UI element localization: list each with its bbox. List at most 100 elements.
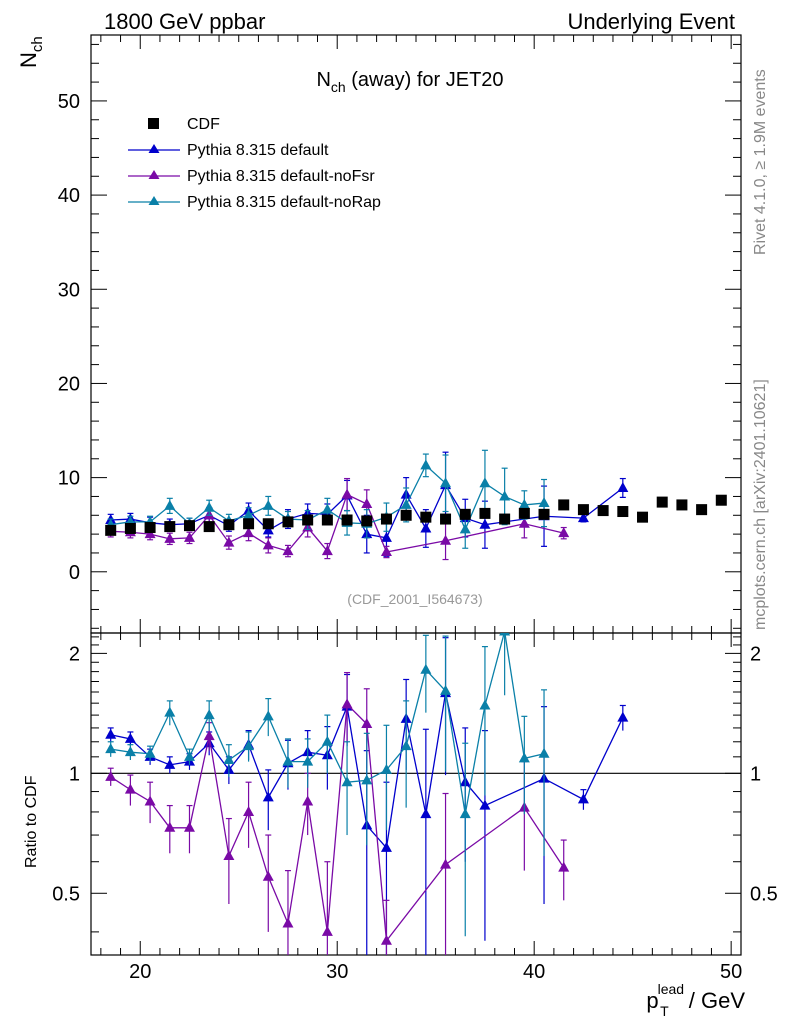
ratio-point-noFsr [321,925,333,936]
y-tick-label: 10 [58,468,80,490]
data-point-cdf [164,521,176,533]
data-point-cdf [538,508,550,520]
ratio-point-noRap [282,755,294,766]
legend-label-default: Pythia 8.315 default [187,142,329,159]
point-default [420,522,432,533]
ratio-point-noFsr [124,783,136,794]
data-point-cdf [440,513,452,525]
data-point-cdf [459,508,471,520]
y-tick-label: 20 [58,373,80,395]
point-default [380,531,392,542]
ratio-point-noFsr [262,870,274,881]
x-tick-label: 40 [523,961,545,983]
y-tick-label: 30 [58,279,80,301]
header-right: Underlying Event [567,9,735,34]
data-point-cdf [499,513,511,525]
y-tick-label: 50 [58,91,80,113]
legend-marker-norap [148,196,160,205]
side-label-top: Rivet 4.1.0, ≥ 1.9M events [752,69,769,255]
header-left: 1800 GeV ppbar [104,9,265,34]
legend-label-cdf: CDF [187,116,220,133]
ratio-y-tick-label-right: 1 [750,763,761,785]
ratio-point-noFsr [203,730,215,741]
point-noFsr [262,539,274,550]
ratio-point-noRap [341,776,353,787]
legend-marker-cdf [148,118,159,129]
ratio-point-default [105,728,117,739]
plot-title: Nch (away) for JET20 [316,69,503,95]
ratio-point-noRap [361,774,373,785]
data-point-cdf [105,524,117,536]
ratio-point-default [577,793,589,804]
x-tick-label: 50 [720,961,742,983]
data-point-cdf [124,522,136,534]
data-point-cdf [243,518,255,530]
point-noFsr [223,536,235,547]
data-point-cdf [617,506,629,518]
point-noRap [400,498,412,509]
data-point-cdf [637,511,649,523]
legend: CDF Pythia 8.315 default Pythia 8.315 de… [128,116,381,211]
point-noFsr [518,517,530,528]
ratio-point-noRap [124,746,136,757]
point-noFsr [282,545,294,556]
y-tick-label: 0 [69,562,80,584]
ratio-point-noRap [183,750,195,761]
point-noFsr [440,534,452,545]
point-noRap [440,477,452,488]
point-noRap [262,499,274,510]
ratio-point-noRap [144,747,156,758]
point-noRap [459,523,471,534]
ratio-point-noFsr [558,861,570,872]
data-point-cdf [577,504,589,516]
point-noRap [321,503,333,514]
ratio-y-axis-label: Ratio to CDF [23,775,40,868]
point-noRap [203,501,215,512]
data-point-cdf [676,499,688,511]
ratio-point-default [420,808,432,819]
point-noRap [479,477,491,488]
legend-label-nofsr: Pythia 8.315 default-noFsr [187,168,375,185]
x-axis-label: plead T / GeV [646,981,745,1019]
ratio-point-noRap [479,699,491,710]
data-point-cdf [400,509,412,521]
data-point-cdf [361,515,373,527]
ratio-point-noFsr [183,821,195,832]
data-point-cdf [558,499,570,511]
point-noRap [518,498,530,509]
ratio-point-noFsr [380,934,392,945]
data-point-cdf [144,522,156,534]
point-noRap [538,497,550,508]
x-tick-label: 30 [326,961,348,983]
ratio-point-noRap [499,633,511,636]
ratio-y-tick-label: 0.5 [52,883,80,905]
data-point-cdf [656,496,668,508]
point-noFsr [380,546,392,557]
data-point-cdf [380,513,392,525]
ratio-y-tick-label-right: 2 [750,643,761,665]
data-point-cdf [203,521,215,533]
ratio-line-noFsr [110,702,565,943]
ratio-point-noFsr [341,698,353,709]
ratio-point-default [124,732,136,743]
ratio-point-noRap [321,735,333,746]
ratio-point-noRap [243,740,255,751]
ratio-point-noRap [420,663,432,674]
point-noFsr [243,527,255,538]
data-point-cdf [223,519,235,531]
point-noFsr [144,528,156,539]
ratio-point-default [164,758,176,769]
ratio-point-noRap [105,743,117,754]
data-point-cdf [321,514,333,526]
point-noFsr [183,531,195,542]
point-noFsr [361,497,373,508]
ratio-point-noRap [223,754,235,765]
data-point-cdf [597,505,609,517]
series-line-noFsr [110,493,564,553]
ratio-point-noRap [400,740,412,751]
ratio-point-noFsr [223,850,235,861]
point-noRap [164,499,176,510]
ratio-point-noFsr [440,858,452,869]
legend-label-norap: Pythia 8.315 default-noRap [187,194,381,211]
